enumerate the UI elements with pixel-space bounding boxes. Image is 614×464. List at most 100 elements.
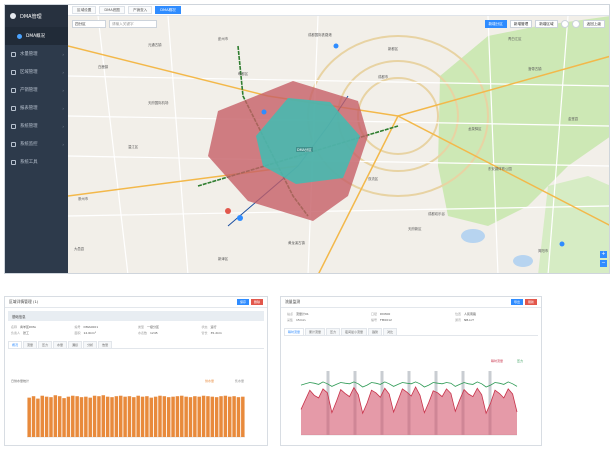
- bar[interactable]: [31, 396, 36, 437]
- bar[interactable]: [110, 397, 114, 437]
- tab-dma-overview[interactable]: DMA概况: [155, 6, 181, 14]
- bar[interactable]: [214, 397, 219, 437]
- tab-region-settings[interactable]: 区域设置: [72, 6, 97, 14]
- bar[interactable]: [236, 397, 241, 437]
- bar[interactable]: [114, 396, 119, 437]
- tab-trend[interactable]: 趋势: [368, 328, 383, 335]
- back-button[interactable]: 返回上级: [582, 20, 605, 28]
- tab-cumulative-flow[interactable]: 累计流量: [305, 328, 326, 335]
- series-line-instant-flow[interactable]: [300, 386, 518, 415]
- bar[interactable]: [97, 396, 101, 437]
- region-select[interactable]: 四分区: [72, 20, 106, 28]
- bar[interactable]: [75, 396, 79, 437]
- tab-compare[interactable]: 对比: [383, 328, 398, 335]
- tab-pressure[interactable]: 压力: [326, 328, 341, 335]
- tab-alarm[interactable]: 告警: [98, 341, 113, 348]
- bar[interactable]: [171, 396, 175, 437]
- bar[interactable]: [123, 396, 127, 437]
- tab-overview[interactable]: 概况: [8, 341, 23, 348]
- bar[interactable]: [201, 395, 206, 437]
- bar[interactable]: [118, 395, 123, 437]
- bar[interactable]: [92, 395, 97, 437]
- bar[interactable]: [175, 396, 180, 437]
- add-management-button[interactable]: 新增管理: [509, 20, 533, 28]
- tab-instant-flow[interactable]: 瞬时流量: [284, 328, 305, 335]
- user-icon[interactable]: [571, 20, 580, 28]
- bar[interactable]: [158, 395, 162, 437]
- bar[interactable]: [53, 395, 58, 437]
- sidebar-item-dma-overview[interactable]: DMA概况: [5, 27, 68, 45]
- bar[interactable]: [127, 396, 132, 437]
- layers-icon[interactable]: [560, 20, 569, 28]
- bar[interactable]: [149, 397, 154, 437]
- bar[interactable]: [79, 397, 84, 437]
- bar[interactable]: [62, 398, 66, 437]
- bar[interactable]: [101, 395, 106, 437]
- bar[interactable]: [66, 396, 71, 437]
- add-region-button[interactable]: 新增区域: [535, 20, 558, 28]
- bar[interactable]: [241, 396, 245, 437]
- bar[interactable]: [44, 396, 49, 437]
- tab-sales-entry[interactable]: 产销查入: [127, 6, 153, 14]
- sidebar-item-sales[interactable]: 产销管理 ›: [5, 81, 68, 99]
- bar[interactable]: [132, 397, 136, 437]
- bar[interactable]: [49, 397, 53, 437]
- bar[interactable]: [27, 397, 31, 437]
- bar[interactable]: [219, 396, 223, 437]
- dma-zone-teal[interactable]: [256, 98, 360, 184]
- bar[interactable]: [36, 398, 40, 437]
- zoom-out-icon[interactable]: −: [600, 260, 607, 267]
- tab-volume[interactable]: 水量: [53, 341, 68, 348]
- refresh-button[interactable]: 刷新: [524, 299, 537, 305]
- bar[interactable]: [188, 397, 193, 437]
- bar[interactable]: [223, 395, 228, 437]
- tab-leakage[interactable]: 漏损: [68, 341, 83, 348]
- bar[interactable]: [140, 396, 145, 437]
- tab-dma-basemap[interactable]: DMA底图: [99, 6, 125, 14]
- bar[interactable]: [166, 397, 171, 437]
- map-marker-icon[interactable]: [237, 215, 243, 221]
- bar[interactable]: [227, 396, 232, 437]
- bar[interactable]: [184, 396, 188, 437]
- bar[interactable]: [210, 396, 215, 437]
- map-marker-icon[interactable]: [333, 43, 339, 49]
- bar[interactable]: [197, 396, 201, 437]
- sidebar-item-report[interactable]: 报表管理 ›: [5, 99, 68, 117]
- sidebar-item-monitor[interactable]: 系统监控 ›: [5, 135, 68, 153]
- search-input[interactable]: 请输入关键字: [109, 20, 157, 28]
- map-view[interactable]: 成都国际铁路港 元通古镇 白鹿镇 天府国际机场 洛带古镇 成都市 龙泉驿区 温江…: [68, 16, 609, 273]
- series-area-instant-flow: [301, 387, 517, 435]
- bar[interactable]: [71, 395, 75, 437]
- map-marker-icon[interactable]: [261, 109, 267, 115]
- delete-button[interactable]: 删除: [250, 299, 263, 305]
- map-marker-icon[interactable]: [225, 208, 231, 214]
- tab-flow[interactable]: 流量: [23, 341, 38, 348]
- bar[interactable]: [153, 396, 158, 437]
- sidebar-item-system[interactable]: 系统管理 ›: [5, 117, 68, 135]
- tab-pressure[interactable]: 压力: [38, 341, 53, 348]
- bar[interactable]: [84, 396, 88, 437]
- zoom-in-icon[interactable]: +: [600, 251, 607, 258]
- sidebar-item-tools[interactable]: 系统工具: [5, 153, 68, 171]
- bar[interactable]: [232, 396, 236, 437]
- sidebar-item-region[interactable]: 区域管理 ›: [5, 63, 68, 81]
- tab-night-min-flow[interactable]: 夜间最小流量: [341, 328, 368, 335]
- series-line-pressure[interactable]: [300, 381, 518, 388]
- export-button[interactable]: 导出: [510, 299, 523, 305]
- tab-analysis[interactable]: 分析: [83, 341, 98, 348]
- bar[interactable]: [57, 396, 62, 437]
- bar[interactable]: [193, 396, 197, 437]
- bar[interactable]: [88, 397, 92, 437]
- bar[interactable]: [180, 395, 184, 437]
- map-marker-icon[interactable]: [559, 241, 565, 247]
- save-button[interactable]: 保存: [236, 299, 249, 305]
- field: 口径 DN300: [371, 312, 391, 316]
- sidebar-item-water[interactable]: 水量管理 ›: [5, 45, 68, 63]
- bar[interactable]: [162, 396, 167, 437]
- bar[interactable]: [145, 396, 149, 437]
- bar[interactable]: [206, 396, 210, 437]
- bar[interactable]: [136, 395, 140, 437]
- add-partition-button[interactable]: 新增分区: [484, 20, 507, 28]
- bar[interactable]: [105, 396, 110, 437]
- bar[interactable]: [40, 395, 45, 437]
